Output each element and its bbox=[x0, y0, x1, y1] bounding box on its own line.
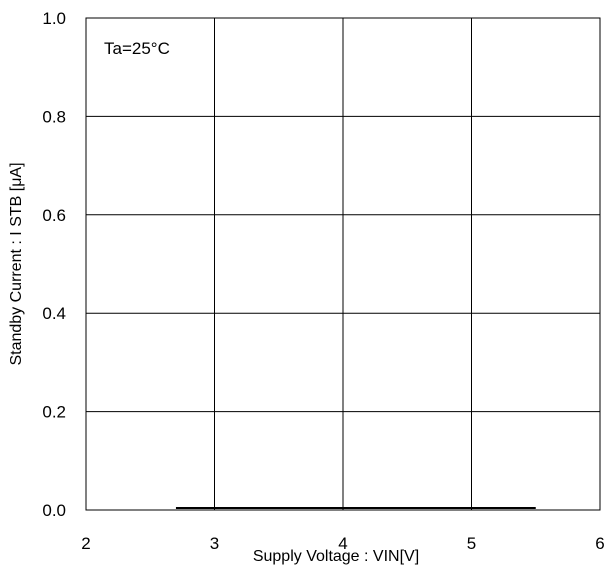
x-tick-labels: 2 3 4 5 6 bbox=[81, 534, 604, 553]
x-tick-label: 3 bbox=[210, 534, 219, 553]
y-tick-labels: 0.0 0.2 0.4 0.6 0.8 1.0 bbox=[42, 9, 66, 520]
annotation-label: Ta=25°C bbox=[104, 39, 170, 58]
y-tick-label: 1.0 bbox=[42, 9, 66, 28]
y-tick-label: 0.0 bbox=[42, 501, 66, 520]
x-axis-title: Supply Voltage : VIN[V] bbox=[253, 548, 419, 565]
x-tick-label: 5 bbox=[467, 534, 476, 553]
y-tick-label: 0.6 bbox=[42, 206, 66, 225]
x-tick-label: 4 bbox=[338, 534, 347, 553]
y-axis-title: Standby Current : I STB [μA] bbox=[8, 162, 25, 365]
y-tick-label: 0.8 bbox=[42, 107, 66, 126]
gridlines bbox=[86, 18, 600, 510]
y-tick-label: 0.2 bbox=[42, 403, 66, 422]
y-tick-label: 0.4 bbox=[42, 304, 66, 323]
x-tick-label: 6 bbox=[595, 534, 604, 553]
x-tick-label: 2 bbox=[81, 534, 90, 553]
